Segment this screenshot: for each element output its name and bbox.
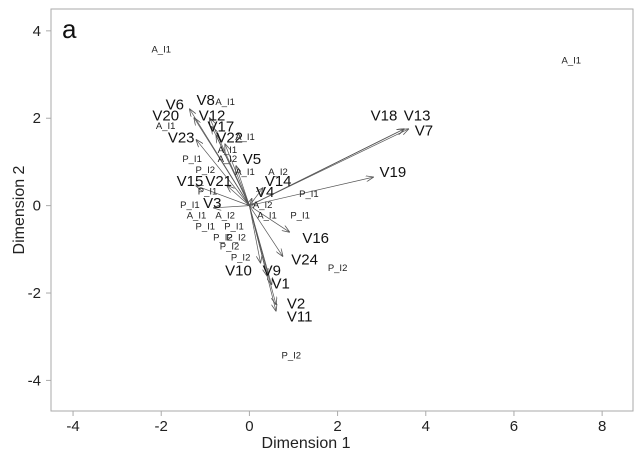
y-tick-label: 0 (33, 198, 41, 215)
arrow-v22 (225, 144, 250, 206)
observation-labels: A_I1A_I1A_I1A_I1A_I1A_I1A_I2A_I1 A_I2P_I1… (151, 45, 581, 362)
variable-label-v16: V16 (302, 230, 329, 247)
observation-label: P_I2 (226, 233, 246, 244)
x-tick-label: 8 (598, 418, 606, 435)
observation-label: A_I1 (235, 167, 255, 178)
observation-label: P_I1 (299, 189, 319, 200)
variable-label-v9: V9 (263, 263, 281, 280)
x-tick-label: -2 (155, 418, 168, 435)
y-axis-title: Dimension 2 (11, 165, 28, 254)
variable-label-v11: V11 (287, 308, 313, 325)
observation-label: A_I1 (218, 145, 238, 156)
variable-label-v6: V6 (166, 97, 184, 114)
x-tick-label: 2 (333, 418, 341, 435)
variable-label-v17: V17 (208, 118, 235, 135)
variable-label-v10: V10 (225, 263, 252, 280)
variable-label-v21: V21 (205, 173, 232, 190)
x-tick-label: 6 (510, 418, 518, 435)
y-tick-label: 2 (33, 110, 41, 127)
arrow-v7 (249, 129, 408, 206)
observation-label: A_I2 (253, 200, 273, 211)
observation-label: P_I1 (182, 154, 202, 165)
variable-label-v15: V15 (177, 173, 204, 190)
observation-label: A_I1 (215, 97, 235, 108)
observation-label: A_I1 (257, 211, 277, 222)
y-tick-label: 4 (33, 23, 41, 40)
x-axis: -4 -2 0 2 4 6 8 (66, 411, 606, 435)
observation-label: P_I2 (282, 351, 302, 362)
panel-letter: a (62, 14, 77, 44)
observation-label: P_I1 (180, 200, 200, 211)
variable-label-v3: V3 (203, 195, 221, 212)
observation-label: P_I1 (196, 222, 216, 233)
arrow-v17 (216, 136, 250, 206)
observation-label: A_I2 (215, 211, 235, 222)
loading-arrows (190, 110, 408, 311)
observation-label: A_I1 (151, 45, 171, 56)
arrow-v3 (214, 206, 250, 208)
arrow-v24 (249, 205, 282, 256)
observation-label: P_I2 (196, 165, 216, 176)
variable-label-v24: V24 (291, 252, 318, 269)
variable-label-v5: V5 (243, 151, 261, 168)
observation-label: A_I2 (218, 154, 238, 165)
observation-label: P_I2 (328, 263, 348, 274)
observation-label: A_I2 (268, 167, 288, 178)
arrow-v15 (197, 186, 250, 206)
variable-label-v20: V20 (152, 107, 179, 124)
arrow-v23 (197, 140, 250, 206)
observation-label: A_I1 (561, 56, 581, 67)
arrow-v11 (249, 205, 275, 311)
variable-label-v1: V1 (271, 276, 289, 293)
variable-label-v22: V22 (216, 129, 243, 146)
variable-label-v19: V19 (379, 164, 406, 181)
y-axis: -4 -2 0 2 4 (28, 23, 51, 389)
variable-label-v2: V2 (287, 295, 305, 312)
observation-label: P_I1 (224, 222, 244, 233)
arrow-v20 (194, 118, 250, 206)
variable-label-v12: V12 (199, 107, 226, 124)
variable-label-v13: V13 (404, 107, 431, 124)
variable-label-v8: V8 (197, 92, 215, 109)
plot-frame (50, 8, 634, 412)
arrow-v10 (249, 205, 260, 263)
variable-label-v18: V18 (371, 107, 398, 124)
y-tick-label: -2 (28, 285, 41, 302)
arrow-v16 (249, 205, 289, 232)
observation-label: P_I2 (231, 252, 251, 263)
arrow-v4 (249, 199, 251, 206)
variable-label-v23: V23 (168, 129, 195, 146)
x-tick-label: 4 (422, 418, 430, 435)
x-tick-label: 0 (245, 418, 253, 435)
arrow-v19 (249, 177, 372, 206)
arrow-v21 (227, 186, 250, 206)
observation-label: A_I1 (235, 132, 255, 143)
variable-label-v14: V14 (265, 173, 292, 190)
x-tick-label: -4 (66, 418, 79, 435)
y-tick-label: -4 (28, 372, 41, 389)
observation-label: A_I1 (187, 211, 207, 222)
variable-label-v7: V7 (415, 123, 433, 140)
observation-label: P_I2 (220, 241, 240, 252)
x-axis-title: Dimension 1 (262, 435, 351, 452)
observation-label: A_I1 (156, 121, 176, 132)
observation-label: P_I1 (198, 187, 218, 198)
observation-label: P_I1 (290, 211, 310, 222)
variable-label-v4: V4 (256, 184, 274, 201)
observation-label: P_I2 (213, 233, 233, 244)
